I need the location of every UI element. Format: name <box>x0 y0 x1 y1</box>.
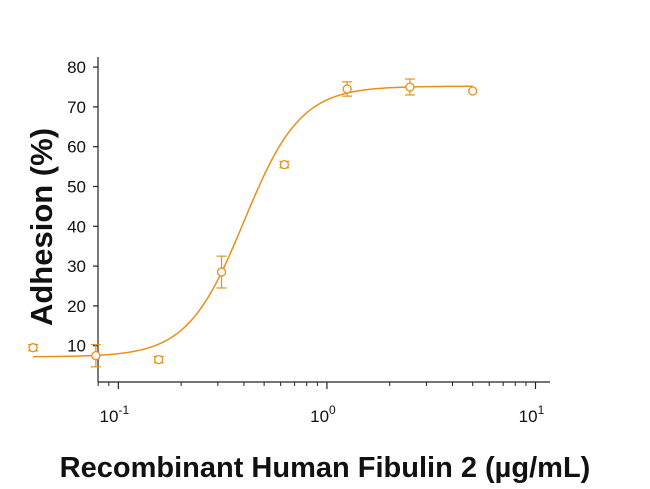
data-point <box>342 84 352 94</box>
data-point <box>153 354 164 365</box>
data-point <box>405 82 415 92</box>
y-tick-label: 60 <box>67 138 86 157</box>
x-tick-label: 101 <box>519 403 545 426</box>
y-tick-label: 40 <box>67 217 86 236</box>
y-tick-label: 80 <box>67 58 86 77</box>
y-tick-label: 30 <box>67 257 86 276</box>
y-tick-label: 50 <box>67 178 86 197</box>
points-layer <box>28 78 478 368</box>
x-axis-title: Recombinant Human Fibulin 2 (µg/mL) <box>60 452 591 484</box>
axes-layer: 10 20 30 40 50 60 70 80 10-1 100 101 <box>67 57 550 426</box>
x-tick-label: 10-1 <box>100 403 130 426</box>
x-tick-label: 100 <box>310 403 336 426</box>
y-tick-label: 20 <box>67 297 86 316</box>
y-tick-label: 70 <box>67 98 86 117</box>
fit-layer <box>33 85 473 358</box>
y-axis-title: Adhesion (%) <box>24 128 59 326</box>
data-point <box>279 159 289 170</box>
y-tick-label: 10 <box>67 337 86 356</box>
data-point <box>216 267 227 277</box>
fit-curve <box>33 85 473 358</box>
data-point <box>28 343 38 353</box>
data-point <box>91 350 101 361</box>
data-point <box>468 86 478 96</box>
